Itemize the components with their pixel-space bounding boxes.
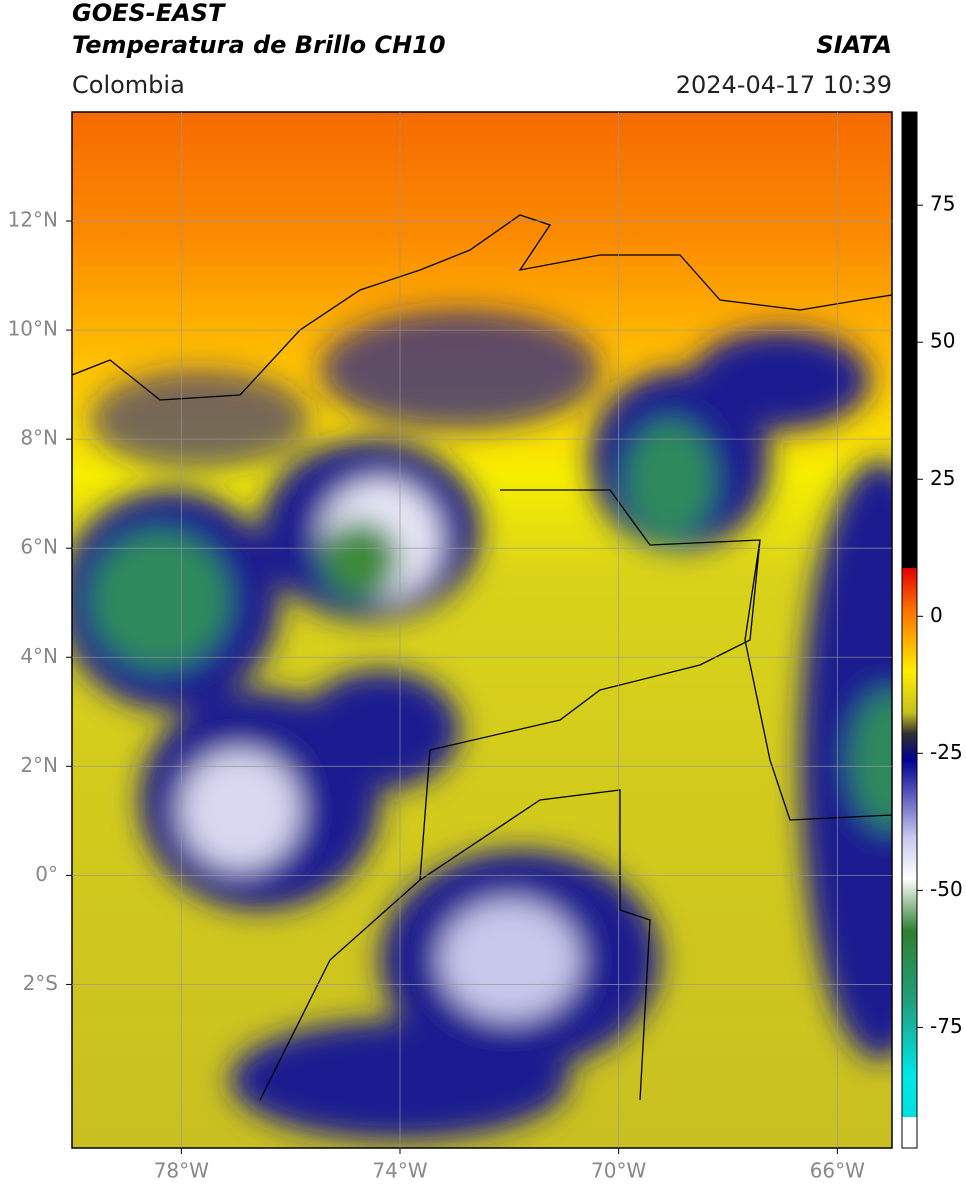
y-tick-label: 4°N xyxy=(20,644,58,668)
imagery xyxy=(72,112,892,1148)
x-tick-label: 74°W xyxy=(372,1159,427,1183)
x-tick-label: 70°W xyxy=(591,1159,646,1183)
y-tick-label: 2°S xyxy=(23,971,58,995)
x-tick-label: 66°W xyxy=(810,1159,865,1183)
colorbar xyxy=(901,111,918,1149)
y-tick-label: 12°N xyxy=(8,208,58,232)
colorbar-tick-label: -75 xyxy=(930,1014,963,1038)
y-tick-label: 6°N xyxy=(20,535,58,559)
y-tick-label: 10°N xyxy=(8,317,58,341)
x-tick-label: 78°W xyxy=(154,1159,209,1183)
colorbar-tick-label: 25 xyxy=(930,466,955,490)
map-frame xyxy=(71,111,893,1149)
colorbar-tick-label: 75 xyxy=(930,192,955,216)
region: Colombia xyxy=(72,71,185,99)
colorbar-tick-label: -25 xyxy=(930,740,963,764)
subtitle: Temperatura de Brillo CH10 xyxy=(72,31,446,59)
y-tick-label: 8°N xyxy=(20,426,58,450)
colorbar-tick-label: 50 xyxy=(930,329,955,353)
y-tick-label: 2°N xyxy=(20,753,58,777)
y-tick-label: 0° xyxy=(35,862,58,886)
timestamp: 2024-04-17 10:39 xyxy=(676,71,892,99)
source: SIATA xyxy=(816,31,892,59)
title: GOES-EAST xyxy=(72,0,226,27)
colorbar-tick-label: -50 xyxy=(930,877,963,901)
colorbar-tick-label: 0 xyxy=(930,603,943,627)
